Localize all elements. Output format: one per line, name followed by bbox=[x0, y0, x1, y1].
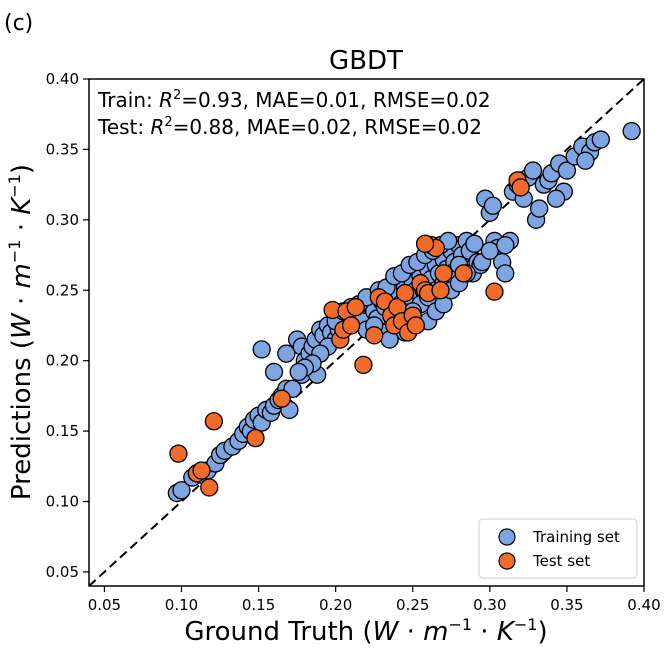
train-stats: Train: R2=0.93, MAE=0.01, RMSE=0.02 bbox=[97, 88, 491, 112]
training-point bbox=[277, 344, 296, 363]
training-point bbox=[496, 236, 515, 255]
training-point bbox=[483, 196, 503, 215]
y-tick-label: 0.15 bbox=[46, 422, 79, 440]
train-r2-sup: 2 bbox=[173, 88, 181, 103]
training-point bbox=[264, 362, 284, 382]
y-unit-k: K bbox=[7, 196, 37, 215]
y-tick-label: 0.10 bbox=[46, 493, 79, 511]
x-tick-label: 0.15 bbox=[242, 596, 275, 614]
test-point bbox=[365, 326, 384, 345]
x-unit-m: m bbox=[423, 617, 448, 647]
training-point bbox=[289, 362, 308, 382]
test-point bbox=[169, 444, 188, 463]
x-tick-label: 0.20 bbox=[319, 596, 352, 614]
x-tick-label: 0.05 bbox=[88, 596, 121, 614]
legend-box bbox=[478, 518, 638, 579]
test-point bbox=[354, 355, 373, 375]
x-tick-label: 0.35 bbox=[550, 596, 583, 614]
x-axis-label-text: Ground Truth bbox=[184, 617, 354, 647]
training-point bbox=[523, 161, 543, 180]
legend-marker-training bbox=[498, 528, 516, 546]
test-point bbox=[272, 389, 291, 408]
test-point bbox=[346, 297, 365, 317]
y-axis: 0.05 0.10 0.15 0.20 0.25 0.30 0.35 0.40 bbox=[46, 70, 89, 581]
test-point bbox=[200, 478, 219, 497]
training-point bbox=[252, 340, 271, 359]
legend: Training set Test set bbox=[478, 518, 638, 579]
x-unit-w: W bbox=[373, 617, 400, 647]
test-point bbox=[406, 316, 425, 335]
x-tick-label: 0.25 bbox=[396, 596, 429, 614]
training-point bbox=[591, 130, 610, 149]
y-unit-m-sup: −1 bbox=[5, 240, 24, 264]
scatter-points bbox=[167, 121, 641, 503]
test-stats: Test: R2=0.88, MAE=0.02, RMSE=0.02 bbox=[97, 115, 482, 139]
x-tick-label: 0.30 bbox=[473, 596, 506, 614]
test-point bbox=[192, 461, 211, 480]
test-point bbox=[204, 412, 224, 431]
test-point bbox=[454, 264, 473, 283]
test-point bbox=[415, 234, 435, 253]
chart-title: GBDT bbox=[329, 46, 403, 76]
test-point bbox=[485, 282, 504, 301]
plot-frame bbox=[88, 78, 645, 587]
x-axis-label: Ground Truth (W · m−1 · K−1) bbox=[184, 615, 547, 647]
training-point bbox=[496, 264, 515, 283]
y-tick-label: 0.20 bbox=[46, 352, 79, 370]
train-prefix: Train: bbox=[97, 88, 159, 112]
test-point bbox=[434, 264, 453, 283]
train-r2-label: R bbox=[159, 88, 173, 112]
x-tick-label: 0.10 bbox=[165, 596, 198, 614]
test-point bbox=[395, 283, 415, 303]
training-point bbox=[172, 481, 191, 500]
test-prefix: Test: bbox=[97, 115, 150, 139]
y-tick-label: 0.35 bbox=[46, 140, 79, 158]
y-tick-label: 0.40 bbox=[46, 70, 79, 88]
test-r2-label: R bbox=[150, 115, 164, 139]
test-rest: =0.88, MAE=0.02, RMSE=0.02 bbox=[173, 115, 482, 139]
legend-label-test: Test set bbox=[532, 552, 590, 570]
training-point bbox=[622, 121, 641, 141]
x-axis: 0.05 0.10 0.15 0.20 0.25 0.30 0.35 0.40 bbox=[88, 586, 661, 614]
y-axis-label: Predictions (W · m−1 · K−1) bbox=[5, 164, 37, 500]
test-point bbox=[431, 281, 450, 300]
y-tick-label: 0.25 bbox=[46, 281, 79, 299]
x-unit-k: K bbox=[497, 617, 516, 647]
x-unit-k-sup: −1 bbox=[514, 615, 538, 634]
legend-marker-test bbox=[498, 552, 516, 570]
x-tick-label: 0.40 bbox=[627, 596, 660, 614]
training-point bbox=[530, 199, 549, 218]
legend-label-training: Training set bbox=[532, 528, 620, 546]
test-point bbox=[341, 316, 361, 335]
training-point bbox=[480, 241, 499, 260]
y-unit-m: m bbox=[7, 263, 37, 288]
y-tick-label: 0.30 bbox=[46, 211, 79, 229]
y-axis-label-text: Predictions bbox=[7, 357, 37, 500]
train-rest: =0.93, MAE=0.01, RMSE=0.02 bbox=[181, 88, 490, 112]
panel-label: (c) bbox=[4, 11, 33, 36]
training-point bbox=[546, 189, 566, 208]
y-unit-k-sup: −1 bbox=[5, 174, 24, 198]
test-point bbox=[246, 428, 265, 448]
training-point bbox=[557, 161, 577, 180]
training-point bbox=[576, 151, 595, 170]
y-unit-w: W bbox=[7, 312, 37, 339]
test-r2-sup: 2 bbox=[164, 115, 172, 130]
test-point bbox=[511, 178, 530, 197]
training-point bbox=[465, 234, 484, 253]
x-unit-m-sup: −1 bbox=[448, 615, 472, 634]
y-tick-label: 0.05 bbox=[46, 563, 79, 581]
